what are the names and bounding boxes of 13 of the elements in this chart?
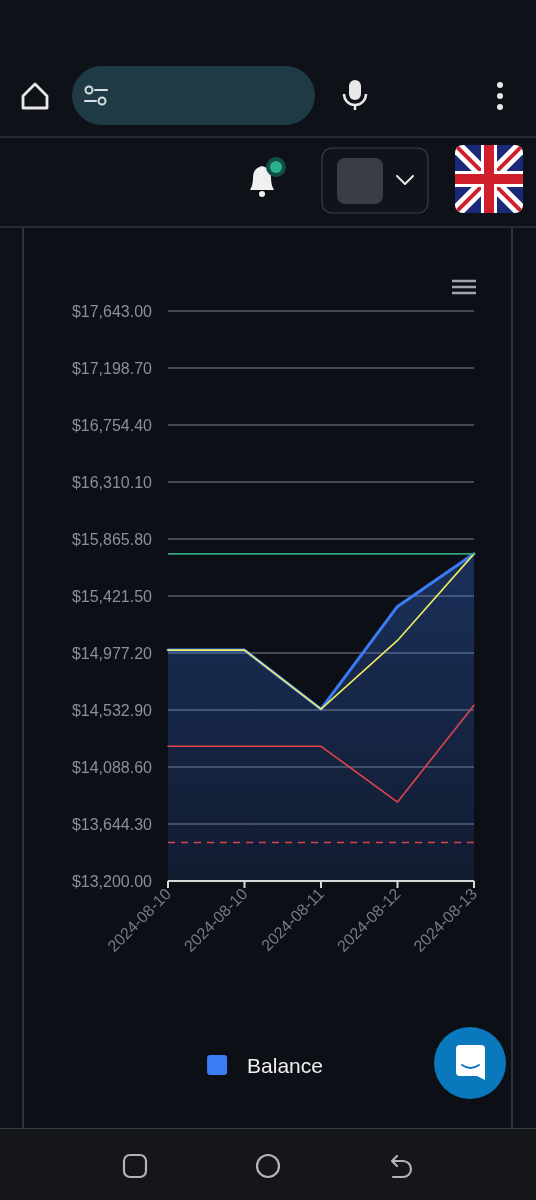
y-tick-label: $16,310.10 (71, 473, 153, 491)
y-tick-label: $16,754.40 (71, 416, 153, 434)
y-tick-label: $15,865.80 (71, 530, 153, 548)
y-tick-label: $14,532.90 (71, 701, 153, 719)
y-tick-label: $17,643.00 (71, 302, 153, 320)
y-tick-label: $17,198.70 (71, 359, 153, 377)
y-tick-label: $13,200.00 (71, 872, 153, 890)
y-tick-label: $14,088.60 (71, 758, 153, 776)
y-tick-label: $13,644.30 (71, 815, 153, 833)
y-tick-label: $14,977.20 (71, 644, 153, 662)
y-tick-label: $15,421.50 (71, 587, 153, 605)
line-series (167, 553, 475, 710)
legend-label: Balance (247, 1053, 323, 1077)
